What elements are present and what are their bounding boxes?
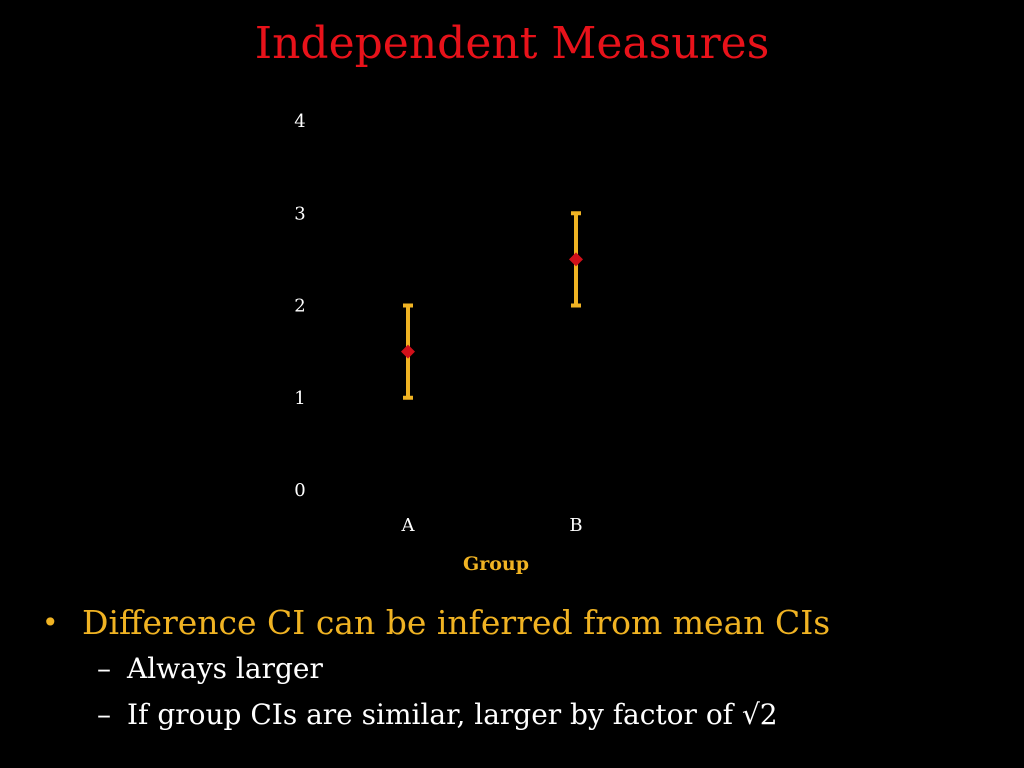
sub-bullet-list: – Always larger – If group CIs are similar… [40,646,1000,738]
bullet-main-text: Difference CI can be inferred from mean … [82,603,831,642]
x-tick-label-B: B [569,515,582,536]
y-tick-label-0: 0 [294,480,305,501]
sub-bullet-factor: – If group CIs are similar, larger by fac… [40,692,1000,738]
error-bar-A [401,303,415,400]
slide-title: Independent Measures [254,18,770,69]
x-axis-title: Group [463,553,529,575]
sub-bullet-always-larger: – Always larger [40,646,1000,692]
y-tick-label-1: 1 [294,388,305,409]
dash-icon: – [97,698,111,731]
bullet-list: Difference CI can be inferred from mean … [40,600,1000,738]
y-tick-label-3: 3 [294,203,305,224]
mean-point-A [401,344,415,359]
chart-marks [401,211,583,400]
mean-point-B [569,252,583,267]
bullet-main: Difference CI can be inferred from mean … [40,600,1000,646]
y-axis-ticks: 0 1 2 3 4 [294,111,305,501]
sub-bullet-text: If group CIs are similar, larger by fact… [127,698,778,731]
y-tick-label-2: 2 [294,296,305,317]
x-tick-label-A: A [401,515,416,536]
sub-bullet-text: Always larger [127,652,323,685]
error-bar-B [569,211,583,308]
y-tick-label-4: 4 [294,111,305,132]
dash-icon: – [97,652,111,685]
